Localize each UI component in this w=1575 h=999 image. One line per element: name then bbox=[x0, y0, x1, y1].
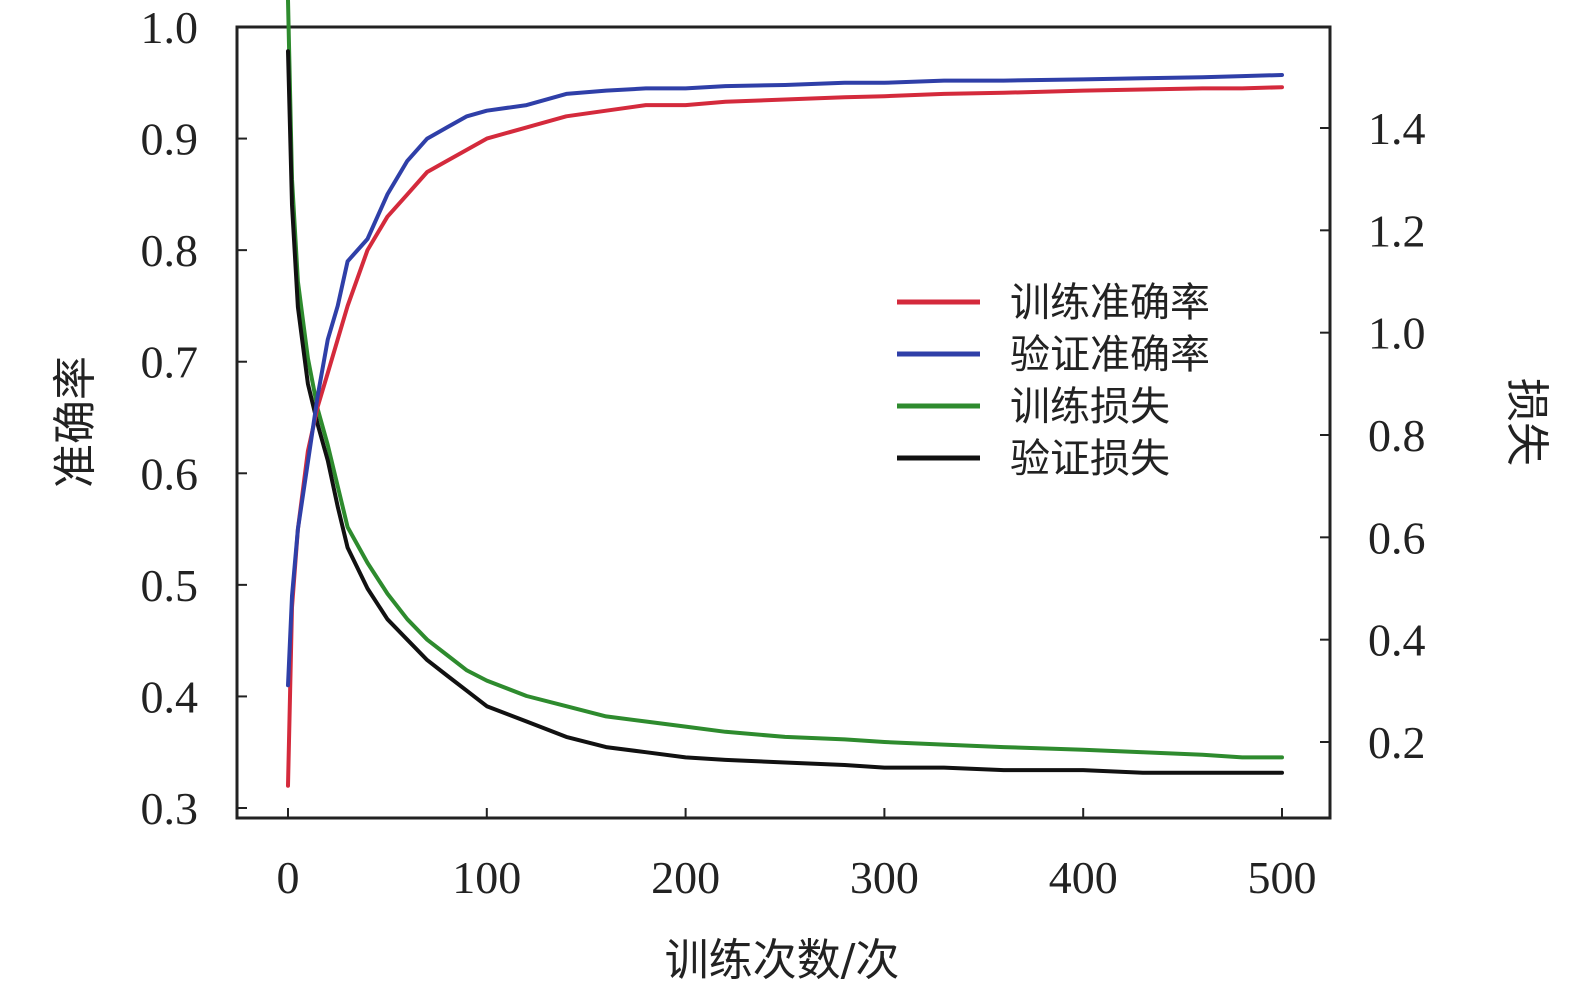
y-left-tick-label: 0.5 bbox=[141, 560, 199, 611]
plot-frame bbox=[235, 25, 1332, 820]
y-left-tick-label: 0.9 bbox=[141, 114, 199, 165]
y-left-tick-label: 0.6 bbox=[141, 448, 199, 499]
x-tick-label: 300 bbox=[850, 852, 919, 903]
y-right-tick-label: 0.6 bbox=[1368, 512, 1426, 563]
ticks-layer: 0 100 200 300 400 500 0.3 0.4 0.5 0.6 0.7 0.8 0.9 1.0… bbox=[141, 2, 1426, 903]
y-right-tick-label: 1.4 bbox=[1368, 103, 1426, 154]
y-right-tick-label: 0.2 bbox=[1368, 717, 1426, 768]
x-tick-label: 400 bbox=[1049, 852, 1118, 903]
y-left-tick-label: 0.8 bbox=[141, 225, 199, 276]
x-tick-label: 100 bbox=[452, 852, 521, 903]
y-right-tick-label: 1.2 bbox=[1368, 205, 1426, 256]
y-right-tick-label: 0.8 bbox=[1368, 410, 1426, 461]
y-right-tick-label: 1.0 bbox=[1368, 308, 1426, 359]
legend-label-1: 验证准确率 bbox=[1010, 332, 1210, 378]
x-tick-label: 500 bbox=[1248, 852, 1317, 903]
x-tick-label: 200 bbox=[651, 852, 720, 903]
series-line-2 bbox=[286, 0, 1284, 760]
series-line-1 bbox=[286, 73, 1284, 688]
y-left-axis-title: 准确率 bbox=[50, 356, 101, 488]
y-left-tick-label: 0.3 bbox=[141, 783, 199, 834]
legend-label-2: 训练损失 bbox=[1010, 384, 1170, 430]
legend-label-0: 训练准确率 bbox=[1010, 280, 1210, 326]
y-right-tick-label: 0.4 bbox=[1368, 615, 1426, 666]
x-tick-label: 0 bbox=[277, 852, 300, 903]
y-left-tick-label: 0.7 bbox=[141, 337, 199, 388]
legend-label-3: 验证损失 bbox=[1010, 436, 1170, 482]
series-layer bbox=[286, 0, 1284, 788]
y-left-tick-label: 1.0 bbox=[141, 2, 199, 53]
y-right-axis-title: 损失 bbox=[1501, 378, 1552, 466]
series-line-3 bbox=[286, 49, 1284, 775]
series-line-0 bbox=[286, 85, 1284, 788]
x-axis-title: 训练次数/次 bbox=[665, 935, 900, 986]
y-left-tick-label: 0.4 bbox=[141, 671, 199, 722]
